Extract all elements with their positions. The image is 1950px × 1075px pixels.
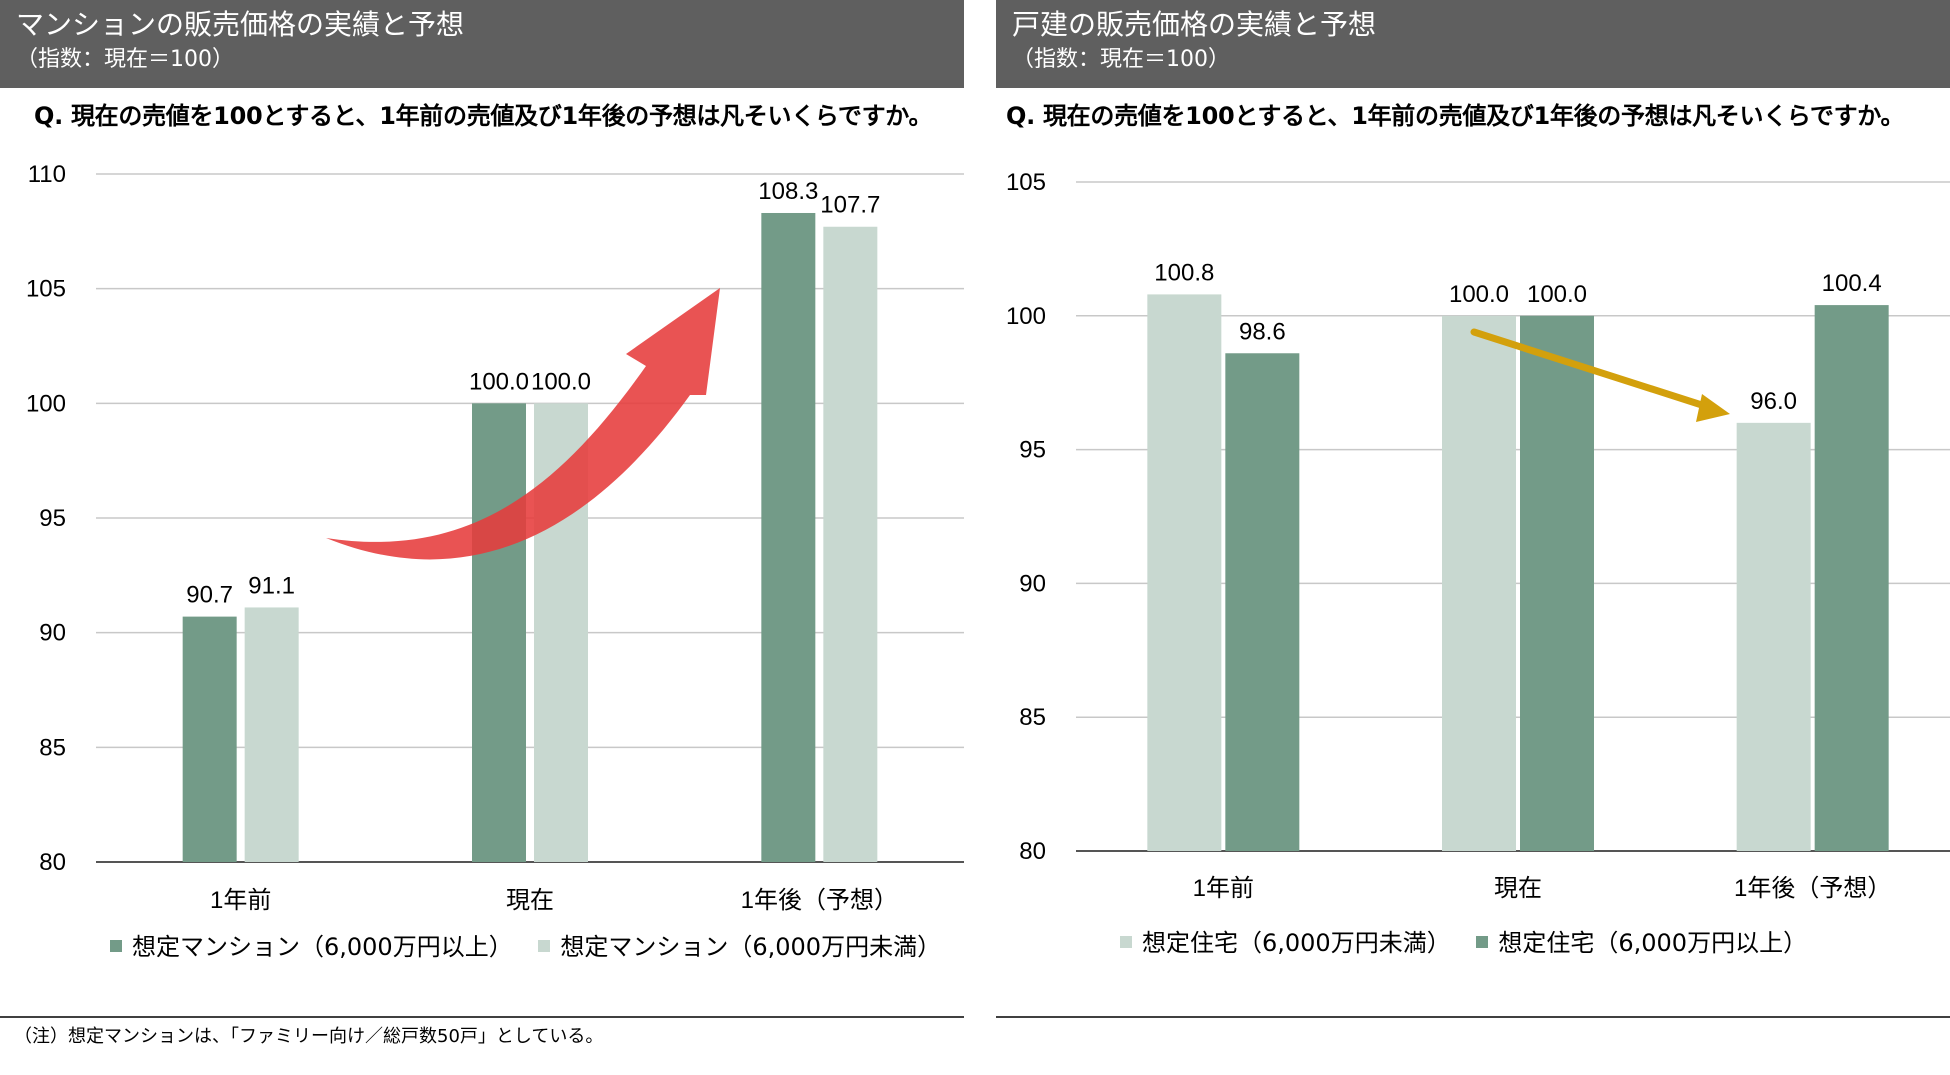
data-label: 90.7 xyxy=(186,582,233,609)
y-tick-label: 100 xyxy=(26,390,66,417)
bar-chart-mansion: 80 85 90 95 100 105 110 90.7 91.1 1年前 100.0 100.0 現在… xyxy=(26,161,964,914)
legend-swatch xyxy=(538,940,551,952)
bar xyxy=(761,212,816,862)
survey-question: Q. 現在の売値を100とすると、1年前の売値及び1年後の予想は凡そいくらですか… xyxy=(34,102,933,130)
legend-label: 想定住宅（6,000万円未満） xyxy=(1142,929,1451,957)
bar xyxy=(1442,315,1516,851)
survey-question: Q. 現在の売値を100とすると、1年前の売値及び1年後の予想は凡そいくらですか… xyxy=(1006,102,1905,130)
y-tick-label: 90 xyxy=(1019,570,1046,597)
bar xyxy=(823,226,878,862)
data-label: 100.0 xyxy=(531,368,591,395)
bar xyxy=(1736,422,1811,851)
data-label: 100.4 xyxy=(1822,270,1882,297)
bar xyxy=(1814,305,1889,851)
bottom-rule xyxy=(0,1016,964,1018)
panel-header: 戸建の販売価格の実績と予想 （指数：現在＝100） xyxy=(996,0,1950,88)
bar xyxy=(244,607,299,862)
panel-header: マンションの販売価格の実績と予想 （指数：現在＝100） xyxy=(0,0,964,88)
gold-trend-arrow-shaft xyxy=(1470,328,1712,411)
legend-swatch xyxy=(110,940,122,952)
data-label: 100.0 xyxy=(1527,281,1587,308)
y-tick-label: 95 xyxy=(39,505,66,532)
legend-label: 想定マンション（6,000万円未満） xyxy=(560,933,942,961)
data-label: 100.0 xyxy=(469,368,529,395)
data-label: 100.8 xyxy=(1154,259,1214,286)
data-label: 100.0 xyxy=(1449,281,1509,308)
data-label: 107.7 xyxy=(820,192,880,219)
bar xyxy=(1225,353,1300,851)
y-tick-label: 80 xyxy=(1019,838,1046,865)
legend-label: 想定住宅（6,000万円以上） xyxy=(1498,929,1808,957)
legend-item: 想定住宅（6,000万円以上） xyxy=(1476,926,1807,960)
footnote: （注）想定マンションは、「ファミリー向け／総戸数50戸」としている。 xyxy=(14,1026,604,1047)
legend-swatch xyxy=(1476,936,1489,948)
chart-legend: 想定住宅（6,000万円未満） 想定住宅（6,000万円以上） xyxy=(1120,926,1825,960)
x-tick-label: 現在 xyxy=(1494,875,1542,902)
y-tick-label: 80 xyxy=(39,849,66,876)
legend-item: 想定マンション（6,000万円未満） xyxy=(538,930,941,964)
panel-subtitle: （指数：現在＝100） xyxy=(16,47,234,72)
panel-title: 戸建の販売価格の実績と予想 xyxy=(1012,8,1377,41)
y-tick-label: 105 xyxy=(26,276,66,303)
panel-title: マンションの販売価格の実績と予想 xyxy=(16,8,465,41)
y-tick-label: 95 xyxy=(1019,437,1046,464)
data-label: 98.6 xyxy=(1239,318,1286,345)
y-tick-label: 100 xyxy=(1006,303,1046,330)
y-tick-label: 90 xyxy=(39,620,66,647)
chart-panel-house: 戸建の販売価格の実績と予想 （指数：現在＝100） Q. 現在の売値を100とす… xyxy=(996,0,1950,1020)
data-label: 96.0 xyxy=(1750,388,1797,415)
panel-subtitle: （指数：現在＝100） xyxy=(1012,47,1230,72)
bar xyxy=(182,616,237,862)
x-tick-label: 現在 xyxy=(506,887,554,914)
bar xyxy=(472,403,526,862)
chart-panel-mansion: マンションの販売価格の実績と予想 （指数：現在＝100） Q. 現在の売値を10… xyxy=(0,0,964,1047)
data-label: 108.3 xyxy=(758,178,818,205)
x-tick-label: 1年前 xyxy=(210,887,271,914)
bar xyxy=(1147,294,1222,852)
chart-legend: 想定マンション（6,000万円以上） 想定マンション（6,000万円未満） xyxy=(110,930,959,964)
legend-item: 想定住宅（6,000万円未満） xyxy=(1120,926,1451,960)
legend-swatch xyxy=(1120,936,1132,948)
bar xyxy=(1520,315,1594,851)
y-tick-label: 85 xyxy=(39,734,66,761)
x-tick-label: 1年後（予想） xyxy=(741,887,898,914)
x-tick-label: 1年前 xyxy=(1193,875,1254,902)
data-label: 91.1 xyxy=(248,572,295,599)
y-tick-label: 110 xyxy=(28,161,66,188)
x-tick-label: 1年後（予想） xyxy=(1734,875,1891,902)
y-tick-label: 85 xyxy=(1019,704,1046,731)
y-tick-label: 105 xyxy=(1006,169,1046,196)
legend-item: 想定マンション（6,000万円以上） xyxy=(110,930,513,964)
red-trend-arrow xyxy=(326,288,720,560)
bottom-rule xyxy=(996,1016,1950,1018)
legend-label: 想定マンション（6,000万円以上） xyxy=(132,933,513,961)
bar-chart-house: 80 85 90 95 100 105 100.8 98.6 1年前 100.0 100.0 現在 96… xyxy=(1006,169,1950,902)
gold-trend-arrow-head xyxy=(1696,394,1730,422)
